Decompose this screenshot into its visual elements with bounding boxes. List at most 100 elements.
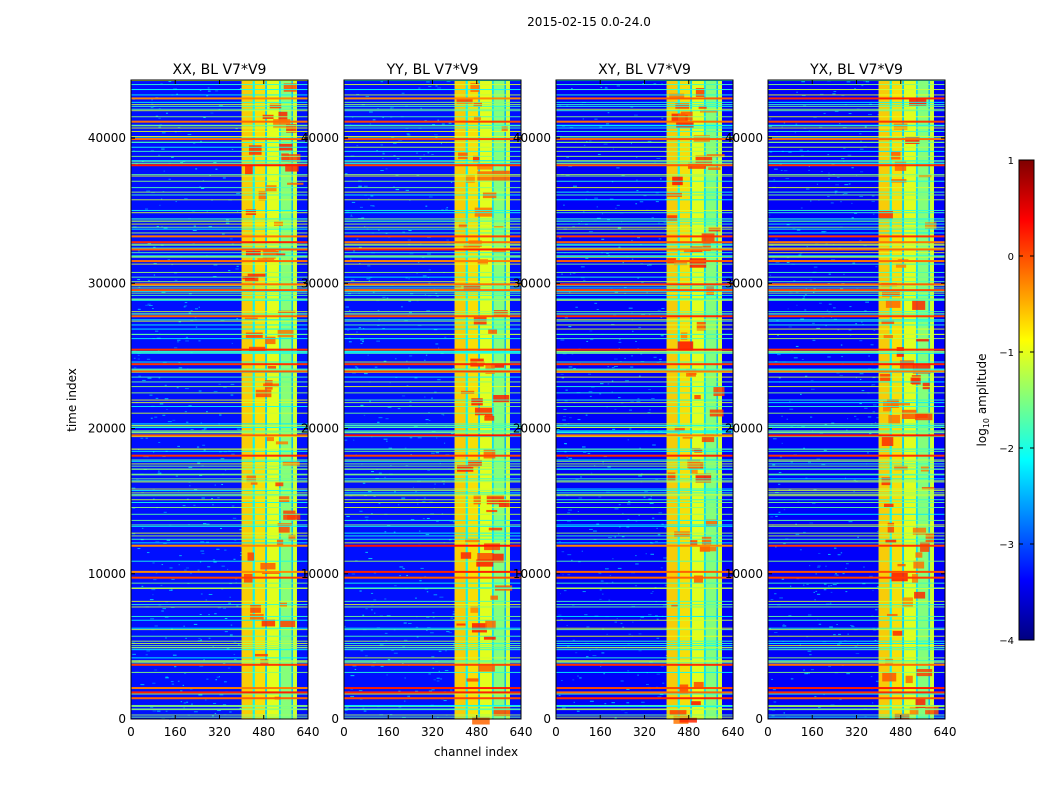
colorbar-tick-label: −4 xyxy=(999,636,1014,647)
x-tick: 160 xyxy=(801,80,824,739)
y-tick-label: 10000 xyxy=(301,567,339,581)
y-axis-label: time index xyxy=(65,368,79,432)
x-tick-label: 160 xyxy=(164,725,187,739)
colorbar-label: log10 amplitude xyxy=(975,354,991,447)
y-tick: 40000 xyxy=(725,131,945,145)
rfi-channel-band xyxy=(666,80,725,724)
x-tick-label: 0 xyxy=(127,725,135,739)
y-tick: 20000 xyxy=(301,422,521,436)
x-tick: 480 xyxy=(465,80,488,739)
colorbar-tick: −1 xyxy=(999,348,1034,359)
y-tick: 30000 xyxy=(725,276,945,290)
x-tick-label: 0 xyxy=(552,725,560,739)
x-tick-label: 480 xyxy=(252,725,275,739)
y-tick: 30000 xyxy=(301,276,521,290)
rfi-time-lines xyxy=(768,80,945,718)
y-tick-label: 10000 xyxy=(88,567,126,581)
heatmap-panel: XX, BL V7*V9 0 160 320 480 640 0 10000 20000 3000… xyxy=(88,62,320,739)
panel-title: YX, BL V7*V9 xyxy=(809,62,903,78)
x-tick: 320 xyxy=(845,80,868,739)
y-tick-label: 30000 xyxy=(301,276,339,290)
y-tick: 40000 xyxy=(301,131,521,145)
x-tick: 0 xyxy=(127,80,135,739)
y-tick-label: 40000 xyxy=(725,131,763,145)
y-tick: 0 xyxy=(543,712,733,726)
x-tick-label: 640 xyxy=(510,725,533,739)
x-tick: 160 xyxy=(377,80,400,739)
y-tick: 10000 xyxy=(513,567,733,581)
colorbar-ticks: 1 0 −1 −2 −3 −4 xyxy=(999,156,1034,647)
y-tick-label: 0 xyxy=(118,712,126,726)
colorbar-tick: 1 xyxy=(1008,156,1034,167)
y-tick-label: 30000 xyxy=(725,276,763,290)
x-tick: 640 xyxy=(510,80,533,739)
y-tick-label: 0 xyxy=(755,712,763,726)
x-tick-label: 480 xyxy=(677,725,700,739)
x-tick-label: 320 xyxy=(845,725,868,739)
x-tick-label: 640 xyxy=(297,725,320,739)
x-tick-label: 640 xyxy=(722,725,745,739)
colorbar-gradient xyxy=(1018,159,1035,641)
x-tick-label: 640 xyxy=(934,725,957,739)
y-tick: 30000 xyxy=(88,276,308,290)
y-tick: 40000 xyxy=(513,131,733,145)
figure-title: 2015-02-15 0.0-24.0 xyxy=(527,15,651,29)
x-tick: 0 xyxy=(552,80,560,739)
rfi-channel-band xyxy=(241,80,304,719)
colorbar-tick-label: −1 xyxy=(999,348,1014,359)
x-tick-label: 0 xyxy=(340,725,348,739)
colorbar-tick-label: 1 xyxy=(1008,156,1014,167)
colorbar-tick-label: 0 xyxy=(1008,252,1014,263)
y-tick: 30000 xyxy=(513,276,733,290)
y-tick: 10000 xyxy=(88,567,308,581)
x-tick-label: 160 xyxy=(801,725,824,739)
x-tick: 640 xyxy=(297,80,320,739)
colorbar-tick: −4 xyxy=(999,636,1034,647)
panel-title: XY, BL V7*V9 xyxy=(598,62,691,78)
y-tick: 10000 xyxy=(725,567,945,581)
y-tick-label: 20000 xyxy=(725,422,763,436)
x-tick: 480 xyxy=(889,80,912,739)
rfi-channel-band xyxy=(878,80,939,720)
x-tick: 640 xyxy=(722,80,745,739)
x-tick: 0 xyxy=(764,80,772,739)
x-tick: 640 xyxy=(934,80,957,739)
y-tick: 10000 xyxy=(301,567,521,581)
colorbar-tick: 0 xyxy=(1008,252,1034,263)
y-tick-label: 30000 xyxy=(513,276,551,290)
y-tick: 0 xyxy=(331,712,521,726)
y-tick: 20000 xyxy=(88,422,308,436)
panel-title: XX, BL V7*V9 xyxy=(173,62,267,78)
y-tick-label: 20000 xyxy=(88,422,126,436)
y-tick-label: 40000 xyxy=(301,131,339,145)
x-tick-label: 320 xyxy=(421,725,444,739)
x-tick: 320 xyxy=(421,80,444,739)
rfi-time-lines xyxy=(344,80,521,718)
x-tick-label: 480 xyxy=(465,725,488,739)
y-tick-label: 40000 xyxy=(513,131,551,145)
x-tick-label: 160 xyxy=(589,725,612,739)
x-tick: 0 xyxy=(340,80,348,739)
x-tick-label: 160 xyxy=(377,725,400,739)
y-tick-label: 30000 xyxy=(88,276,126,290)
y-tick-label: 40000 xyxy=(88,131,126,145)
y-tick: 20000 xyxy=(513,422,733,436)
y-tick: 0 xyxy=(118,712,308,726)
y-tick: 40000 xyxy=(88,131,308,145)
x-tick-label: 320 xyxy=(208,725,231,739)
y-tick-label: 20000 xyxy=(513,422,551,436)
x-tick: 480 xyxy=(677,80,700,739)
y-tick: 0 xyxy=(755,712,945,726)
heatmap-panel: YX, BL V7*V9 0 160 320 480 640 0 10000 20000 3000… xyxy=(725,62,957,739)
heatmap-panel: XY, BL V7*V9 0 160 320 480 640 0 10000 20000 3000… xyxy=(513,62,745,739)
x-tick-label: 480 xyxy=(889,725,912,739)
x-tick-label: 320 xyxy=(633,725,656,739)
panels: XX, BL V7*V9 0 160 320 480 640 0 10000 20000 3000… xyxy=(88,62,957,739)
x-tick: 480 xyxy=(252,80,275,739)
x-axis-label: channel index xyxy=(434,745,518,759)
y-tick-label: 0 xyxy=(543,712,551,726)
colorbar-tick: −2 xyxy=(999,444,1034,455)
colorbar-tick: −3 xyxy=(999,540,1034,551)
x-tick: 160 xyxy=(164,80,187,739)
